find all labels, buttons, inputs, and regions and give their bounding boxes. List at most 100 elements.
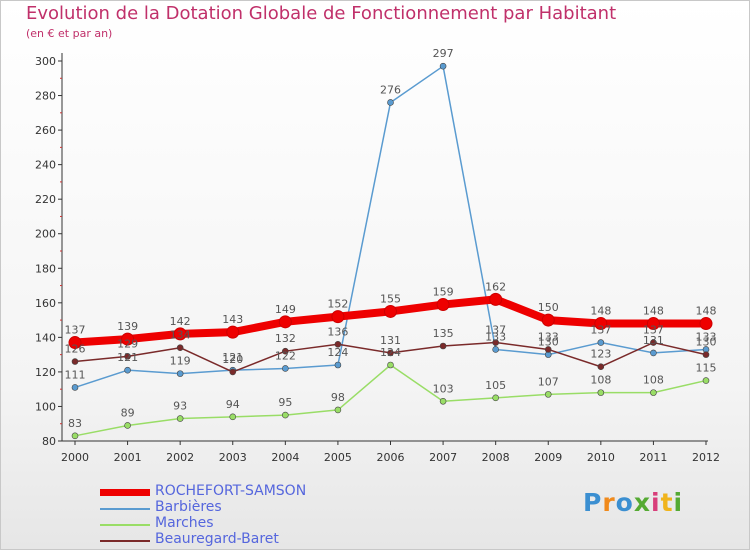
data-label: 150 bbox=[538, 301, 559, 314]
y-tick-label: 180 bbox=[35, 262, 56, 275]
x-tick-label: 2011 bbox=[639, 451, 667, 464]
data-point bbox=[124, 422, 131, 429]
data-point bbox=[334, 361, 342, 369]
data-label: 105 bbox=[485, 379, 506, 392]
data-point bbox=[71, 384, 79, 391]
data-point bbox=[331, 310, 345, 324]
data-label: 142 bbox=[170, 315, 191, 328]
y-tick-label: 260 bbox=[35, 124, 56, 137]
data-label: 130 bbox=[696, 336, 717, 349]
data-label: 131 bbox=[643, 334, 664, 347]
x-tick-label: 2002 bbox=[166, 451, 194, 464]
data-point bbox=[176, 370, 184, 377]
data-point bbox=[650, 339, 657, 346]
data-label: 123 bbox=[590, 348, 611, 361]
data-label: 134 bbox=[170, 329, 191, 342]
data-label: 162 bbox=[485, 280, 506, 293]
data-label: 149 bbox=[275, 303, 296, 316]
chart-subtitle: (en € et par an) bbox=[26, 27, 113, 40]
data-label: 122 bbox=[275, 349, 296, 362]
logo-letter: t bbox=[660, 488, 674, 517]
data-point bbox=[121, 332, 135, 346]
legend-swatch-rochefort-samson bbox=[100, 489, 150, 496]
data-point bbox=[544, 346, 552, 353]
data-point bbox=[541, 313, 555, 327]
data-label: 137 bbox=[643, 324, 664, 337]
y-tick-label: 160 bbox=[35, 297, 56, 310]
data-point bbox=[226, 325, 240, 339]
data-point bbox=[71, 358, 79, 365]
data-label: 121 bbox=[117, 351, 138, 364]
data-point bbox=[436, 298, 450, 312]
data-label: 121 bbox=[222, 351, 243, 364]
data-point bbox=[282, 347, 289, 355]
legend-label-barbieres: Barbières bbox=[155, 499, 222, 515]
data-label: 124 bbox=[380, 346, 401, 359]
x-tick-label: 2004 bbox=[271, 451, 299, 464]
data-label: 93 bbox=[173, 400, 187, 413]
data-label: 133 bbox=[538, 330, 559, 343]
data-point bbox=[439, 397, 447, 405]
chart-title: Evolution de la Dotation Globale de Fonc… bbox=[26, 3, 617, 24]
data-point bbox=[176, 415, 184, 422]
data-label: 103 bbox=[433, 382, 454, 395]
data-label: 94 bbox=[226, 398, 240, 411]
y-tick-label: 100 bbox=[35, 400, 56, 413]
data-point bbox=[489, 292, 503, 306]
y-tick-label: 240 bbox=[35, 159, 56, 172]
data-point bbox=[492, 346, 499, 353]
data-label: 131 bbox=[380, 334, 401, 347]
data-label: 148 bbox=[590, 305, 611, 318]
data-point bbox=[650, 389, 657, 396]
data-point bbox=[334, 340, 342, 348]
data-label: 135 bbox=[433, 327, 454, 340]
data-point bbox=[387, 361, 394, 369]
data-label: 111 bbox=[65, 368, 86, 381]
data-point bbox=[282, 411, 289, 419]
y-tick-label: 300 bbox=[35, 55, 56, 68]
x-tick-label: 2008 bbox=[482, 451, 510, 464]
data-label: 119 bbox=[170, 355, 191, 368]
x-tick-label: 2006 bbox=[377, 451, 405, 464]
x-tick-label: 2001 bbox=[114, 451, 142, 464]
data-point bbox=[229, 413, 237, 421]
data-point bbox=[650, 349, 657, 357]
y-tick-label: 200 bbox=[35, 228, 56, 241]
data-point bbox=[702, 351, 710, 358]
data-point bbox=[229, 368, 237, 376]
data-point bbox=[597, 363, 605, 371]
data-label: 148 bbox=[696, 305, 717, 318]
data-point bbox=[71, 432, 79, 440]
data-label: 115 bbox=[696, 362, 717, 375]
logo-letter: x bbox=[633, 488, 651, 517]
data-label: 297 bbox=[433, 47, 454, 60]
y-tick-label: 220 bbox=[35, 193, 56, 206]
legend-label-beauregard-baret: Beauregard-Baret bbox=[155, 531, 279, 547]
logo-letter: r bbox=[602, 488, 616, 517]
data-label: 130 bbox=[538, 336, 559, 349]
data-label: 129 bbox=[117, 337, 138, 350]
data-label: 137 bbox=[485, 324, 506, 337]
logo-letter: o bbox=[615, 488, 634, 517]
data-label: 137 bbox=[590, 324, 611, 337]
data-point bbox=[439, 62, 447, 70]
data-point bbox=[384, 304, 397, 318]
x-tick-label: 2003 bbox=[219, 451, 247, 464]
data-label: 95 bbox=[278, 396, 292, 409]
data-point bbox=[68, 336, 82, 350]
x-tick-label: 2000 bbox=[61, 451, 89, 464]
data-point bbox=[699, 317, 713, 331]
data-point bbox=[176, 344, 184, 352]
data-label: 137 bbox=[65, 324, 86, 337]
data-point bbox=[702, 377, 710, 384]
legend-swatch-marches bbox=[100, 524, 150, 526]
data-label: 143 bbox=[222, 313, 243, 326]
data-point bbox=[124, 366, 131, 374]
series-line-2 bbox=[74, 364, 707, 437]
legend-swatch-barbieres bbox=[100, 508, 150, 510]
x-tick-label: 2009 bbox=[534, 451, 562, 464]
data-label: 108 bbox=[643, 374, 664, 387]
data-label: 83 bbox=[68, 417, 82, 430]
data-label: 159 bbox=[433, 286, 454, 299]
